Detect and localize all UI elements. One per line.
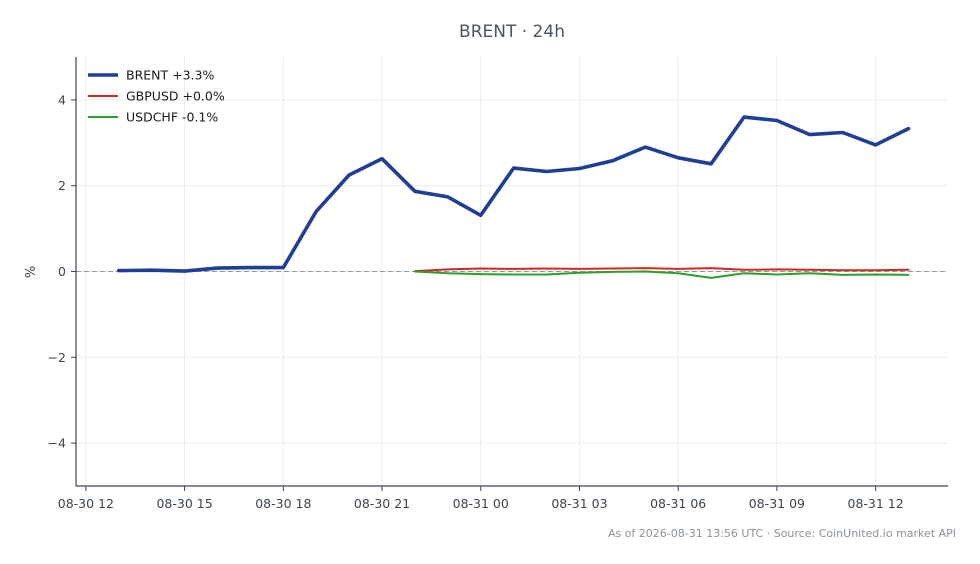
series-line-1 [413,267,910,273]
y-tick-label: 0 [58,264,66,279]
x-tick-label: 08-31 06 [650,496,706,511]
x-tick-label: 08-31 00 [453,496,509,511]
y-axis-ticks: −4 −2 0 2 4 [48,92,76,451]
y-axis-label: % [24,266,39,278]
y-tick-label: 4 [58,92,66,107]
legend-entry-label: BRENT +3.3% [126,68,214,83]
series-line-0 [117,115,911,273]
footer-source: As of 2026-08-31 13:56 UTC · Source: Coi… [608,527,956,540]
y-tick-label: 2 [58,178,66,193]
y-tick-label: −2 [48,350,66,365]
legend-entry-label: USDCHF -0.1% [126,110,218,125]
legend: BRENT +3.3% GBPUSD +0.0% USDCHF -0.1% [88,68,225,125]
x-axis-ticks: 08-30 12 08-30 15 08-30 18 08-30 21 08-31 00… [58,486,904,511]
series-line-2 [413,270,910,279]
x-tick-label: 08-31 12 [848,496,904,511]
x-tick-label: 08-31 09 [749,496,805,511]
x-tick-label: 08-30 18 [255,496,311,511]
x-tick-label: 08-30 21 [354,496,410,511]
x-tick-label: 08-30 12 [58,496,114,511]
x-tick-label: 08-31 03 [551,496,607,511]
y-tick-label: −4 [48,436,66,451]
x-tick-label: 08-30 15 [156,496,212,511]
series-group [117,115,911,279]
chart-title: BRENT · 24h [459,22,565,42]
legend-entry-label: GBPUSD +0.0% [126,89,225,104]
